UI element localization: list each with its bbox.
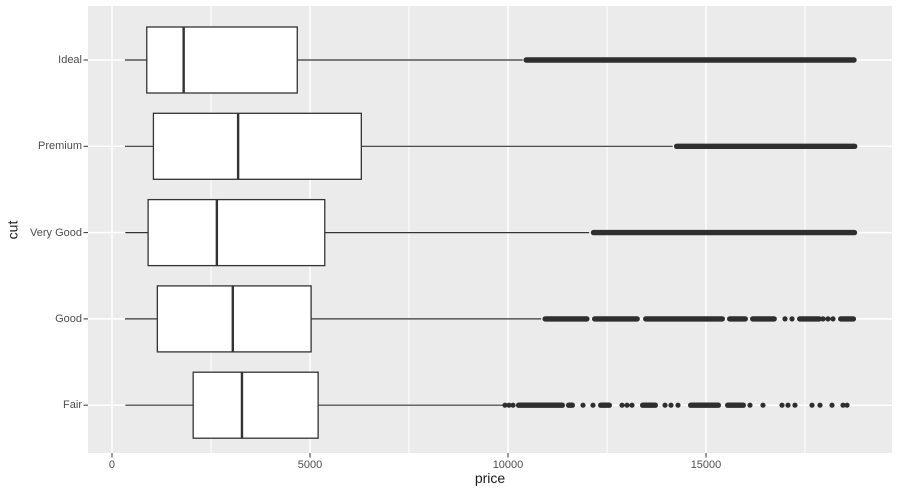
outlier-band bbox=[726, 316, 748, 322]
outlier-dot bbox=[779, 402, 785, 408]
y-axis-label-premium: Premium bbox=[37, 140, 82, 153]
x-axis-title: price bbox=[474, 470, 506, 486]
box-iqr bbox=[156, 285, 312, 353]
outlier-dot bbox=[789, 316, 795, 322]
y-axis-label-fair: Fair bbox=[63, 399, 82, 412]
outlier-dot bbox=[829, 402, 835, 408]
outlier-band bbox=[523, 57, 857, 63]
outlier-band bbox=[749, 316, 777, 322]
y-axis-label-ideal: Ideal bbox=[58, 54, 82, 66]
outlier-dot bbox=[809, 402, 815, 408]
outlier-band bbox=[687, 402, 722, 408]
outlier-dot bbox=[792, 402, 798, 408]
outlier-dot bbox=[668, 402, 674, 408]
outlier-band bbox=[639, 402, 659, 408]
outlier-dot bbox=[785, 402, 791, 408]
outlier-dot bbox=[580, 402, 586, 408]
outlier-dot bbox=[662, 402, 668, 408]
outlier-dot bbox=[624, 402, 630, 408]
box-iqr bbox=[146, 26, 298, 94]
outlier-band bbox=[590, 229, 858, 236]
x-tick-label-15000: 15000 bbox=[690, 459, 722, 471]
outlier-dot bbox=[820, 316, 826, 322]
outlier-band bbox=[598, 402, 612, 408]
y-axis-label-good: Good bbox=[55, 312, 82, 325]
box-iqr bbox=[192, 371, 319, 439]
box-iqr bbox=[152, 112, 362, 180]
outlier-dot bbox=[782, 316, 788, 322]
y-axis-label-very-good: Very Good bbox=[30, 226, 82, 239]
x-tick-label-0: 0 bbox=[108, 459, 116, 471]
outlier-band bbox=[725, 402, 746, 408]
outlier-dot bbox=[825, 316, 831, 322]
outlier-band bbox=[673, 143, 858, 149]
outlier-dot bbox=[760, 402, 766, 408]
box-iqr bbox=[147, 198, 326, 267]
outlier-band bbox=[591, 316, 640, 322]
outlier-dot bbox=[619, 402, 625, 408]
outlier-band bbox=[542, 316, 590, 322]
x-tick-label-10000: 10000 bbox=[492, 459, 524, 471]
outlier-dot bbox=[590, 402, 596, 408]
outlier-band bbox=[796, 316, 823, 322]
outlier-dot bbox=[817, 402, 823, 408]
outlier-band bbox=[565, 402, 576, 408]
outlier-dot bbox=[629, 402, 635, 408]
outlier-band bbox=[837, 316, 857, 322]
outlier-band bbox=[515, 402, 566, 408]
outlier-dot bbox=[830, 316, 836, 322]
outlier-dot bbox=[506, 402, 512, 408]
outlier-dot bbox=[502, 402, 508, 408]
x-tick-label-5000: 5000 bbox=[297, 459, 323, 471]
outlier-dot bbox=[747, 402, 753, 408]
outlier-dot bbox=[840, 402, 846, 408]
outlier-dot bbox=[844, 402, 850, 408]
outlier-band bbox=[643, 316, 726, 322]
y-axis-title: cut bbox=[4, 220, 21, 239]
outlier-dot bbox=[675, 402, 681, 408]
outlier-dot bbox=[510, 402, 516, 408]
